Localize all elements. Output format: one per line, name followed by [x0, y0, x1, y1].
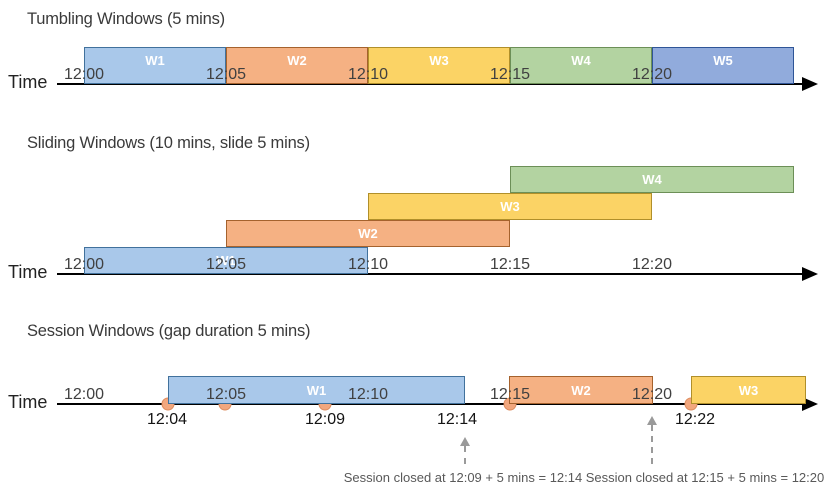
window-label: W2	[571, 382, 591, 398]
tick-label: 12:05	[205, 386, 247, 403]
window-label: W1	[306, 382, 327, 398]
timeline-arrow-icon	[802, 397, 818, 411]
callout-text: Session closed at 12:09 + 5 mins = 12:14	[343, 470, 583, 485]
window-box-w1: W1	[84, 247, 368, 274]
sliding-section-title: Sliding Windows (10 mins, slide 5 mins)	[27, 134, 310, 152]
time-axis-label: Time	[8, 72, 48, 92]
tumbling-section-title: Tumbling Windows (5 mins)	[27, 10, 225, 28]
window-box-w5: W5	[652, 47, 794, 84]
time-axis-label: Time	[8, 392, 48, 412]
tick-label: 12:05	[205, 66, 247, 83]
timeline-arrow-icon	[802, 267, 818, 281]
window-label: W5	[713, 53, 733, 68]
window-label: W4	[642, 172, 662, 187]
callout-arrow-icon	[647, 416, 657, 425]
window-label: W1	[216, 253, 236, 268]
window-box-w1: W1	[168, 376, 465, 404]
session-section-title: Session Windows (gap duration 5 mins)	[27, 322, 311, 340]
window-box-w4: W4	[510, 47, 652, 84]
window-box-w4: W4	[510, 166, 794, 193]
window-label: W3	[429, 53, 449, 68]
window-box-w1: W1	[84, 47, 226, 84]
tick-label: 12:15	[489, 256, 531, 273]
event-time-label: 12:14	[436, 411, 478, 428]
callout-text: Session closed at 12:15 + 5 mins = 12:20	[585, 470, 825, 485]
callout-arrow-icon	[460, 437, 470, 446]
window-box-w3: W3	[368, 47, 510, 84]
window-box-w2: W2	[226, 220, 510, 247]
window-label: W2	[287, 53, 307, 68]
event-time-label: 12:22	[674, 411, 716, 428]
window-box-w3: W3	[691, 376, 806, 404]
tick-label: 12:05	[205, 256, 247, 273]
tick-label: 12:00	[63, 386, 105, 403]
tick-label: 12:20	[631, 256, 673, 273]
tick-label: 12:10	[347, 256, 389, 273]
event-time-label: 12:04	[146, 411, 188, 428]
window-label: W3	[738, 382, 759, 398]
tick-label: 12:00	[63, 66, 105, 83]
tick-label: 12:00	[63, 256, 105, 273]
tick-label: 12:15	[489, 386, 531, 403]
window-label: W4	[571, 53, 591, 68]
tick-label: 12:10	[347, 386, 389, 403]
window-label: W1	[145, 53, 165, 68]
timeline	[57, 403, 803, 405]
window-box-w2: W2	[226, 47, 368, 84]
callout-arrow-line	[464, 446, 466, 464]
window-label: W3	[500, 199, 520, 214]
event-time-label: 12:09	[304, 411, 346, 428]
tick-label: 12:10	[347, 66, 389, 83]
timeline	[57, 83, 803, 85]
window-box-w3: W3	[368, 193, 652, 220]
time-axis-label: Time	[8, 262, 48, 282]
callout-arrow-line	[651, 425, 653, 464]
window-box-w2: W2	[509, 376, 653, 404]
timeline	[57, 273, 803, 275]
tick-label: 12:20	[631, 386, 673, 403]
window-label: W2	[358, 226, 378, 241]
timeline-arrow-icon	[802, 77, 818, 91]
tick-label: 12:20	[631, 66, 673, 83]
tick-label: 12:15	[489, 66, 531, 83]
